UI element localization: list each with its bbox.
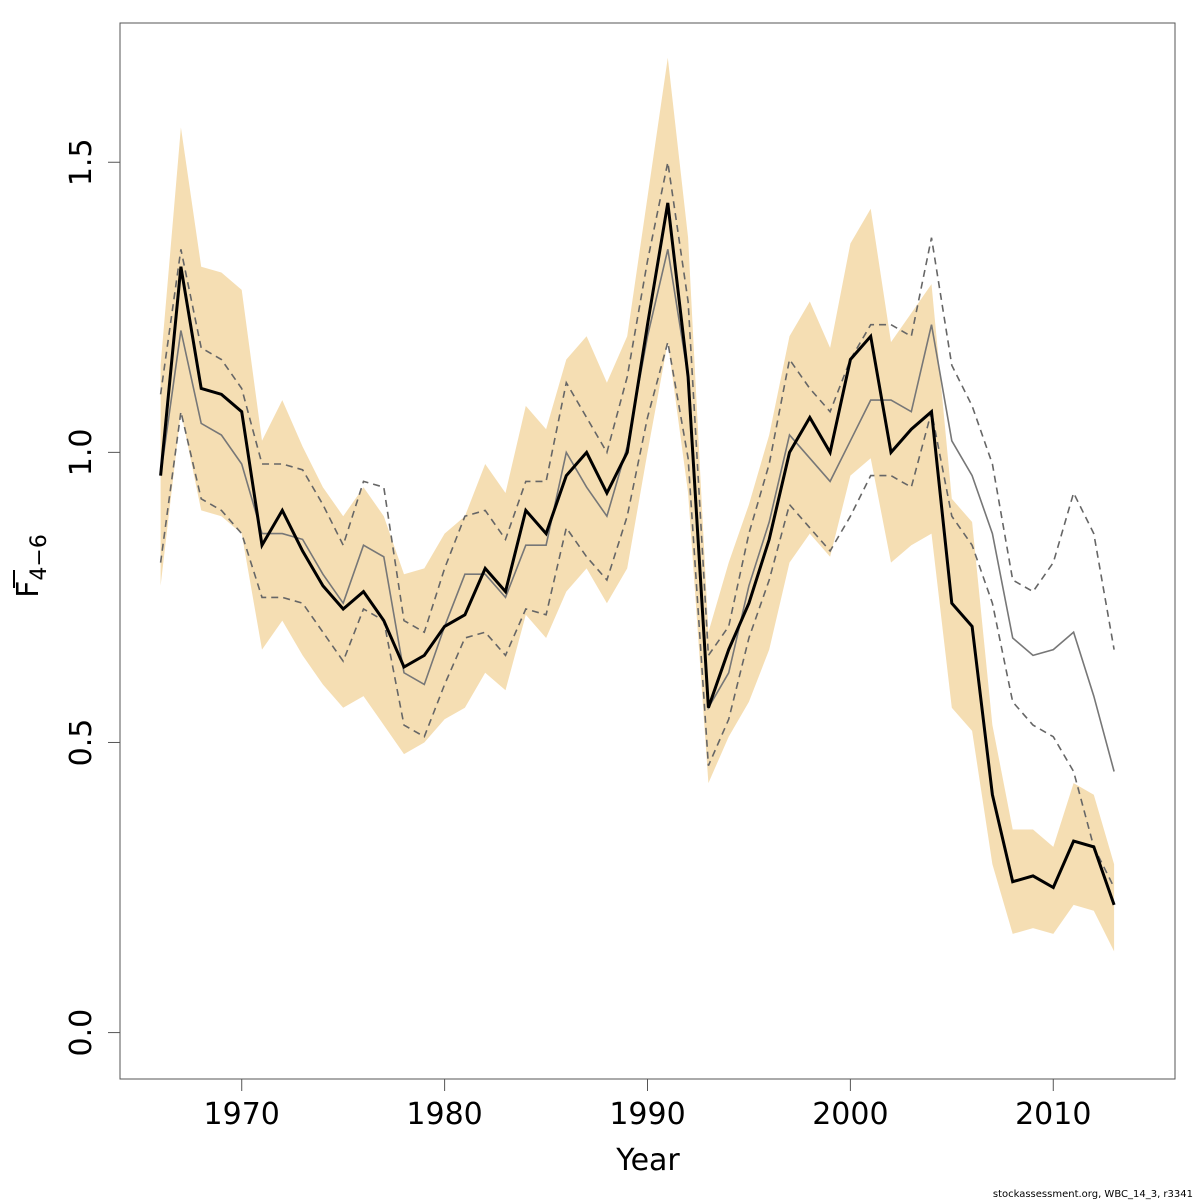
footer-credit: stockassessment.org, WBC_14_3, r3341: [993, 1189, 1193, 1200]
y-tick-label: 0.0: [64, 1009, 99, 1057]
x-tick-label: 1980: [406, 1097, 482, 1132]
y-axis-title-base: F: [11, 581, 46, 598]
plot-area: [159, 57, 1116, 952]
confidence-band: [160, 57, 1115, 952]
x-tick-label: 1970: [204, 1097, 280, 1132]
estimate-line: [159, 202, 1116, 906]
svg-text:F4−6: F4−6: [11, 534, 52, 598]
x-tick-label: 2010: [1015, 1097, 1091, 1132]
x-axis: 1970 1980 1990 2000 2010: [204, 1078, 1091, 1132]
comparison-upper-line: [159, 162, 1115, 658]
y-axis-title-subscript: 4−6: [27, 534, 52, 580]
x-tick-label: 2000: [812, 1097, 888, 1132]
y-tick-label: 0.5: [64, 719, 99, 767]
comparison-lower-line: [159, 341, 1115, 888]
y-axis: 0.0 0.5 1.0 1.5: [64, 138, 121, 1057]
x-tick-label: 1990: [609, 1097, 685, 1132]
y-tick-label: 1.5: [64, 138, 99, 186]
y-axis-title: F4−6: [11, 534, 52, 598]
y-tick-label: 1.0: [64, 429, 99, 477]
x-axis-title: Year: [615, 1143, 680, 1178]
